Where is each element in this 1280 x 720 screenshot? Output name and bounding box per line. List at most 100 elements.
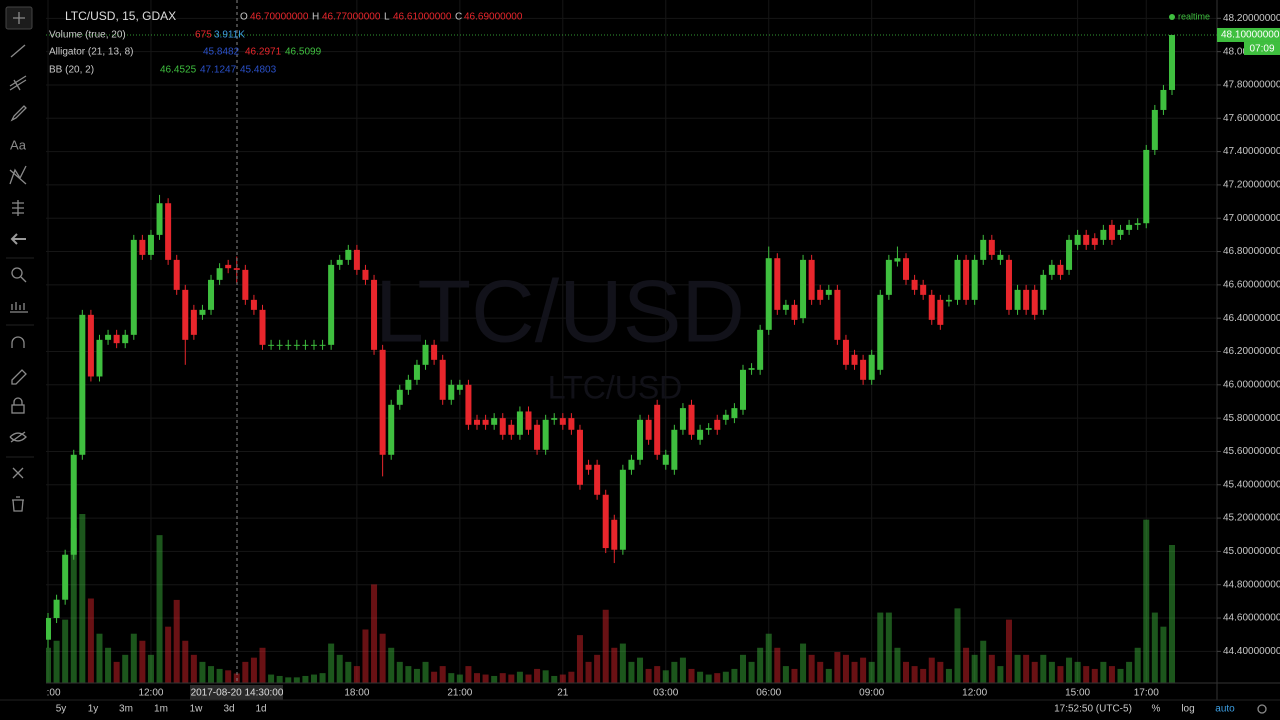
candle-body [431,344,438,360]
candle-body [105,334,112,340]
volume-bar [431,671,438,683]
volume-bar [413,668,420,683]
y-tick-label: 47.40000000 [1223,146,1280,157]
ohlc-value: 46.77000000 [322,12,381,23]
volume-bar [508,674,515,683]
timeframe-button[interactable]: 1d [255,704,266,715]
tool-magnet[interactable] [11,336,25,348]
volume-bar [860,657,867,683]
x-tick-label: 09:00 [859,688,884,699]
indicator-name[interactable]: Alligator (21, 13, 8) [49,47,134,58]
tool-remove[interactable] [12,496,24,512]
candle-body [482,419,489,425]
candle-body [113,334,120,344]
tool-zoom[interactable] [11,267,23,279]
volume-bar [739,654,746,683]
timeframe-button[interactable]: 3m [119,704,133,715]
settings-icon[interactable] [1257,704,1267,714]
candle-body [654,404,661,455]
indicator-name[interactable]: BB (20, 2) [49,65,94,76]
auto-toggle[interactable]: auto [1215,704,1235,715]
candle-body [842,339,849,365]
volume-bar [1134,647,1141,683]
candle-body [731,408,738,419]
candle-body [310,344,317,346]
volume-bar [688,668,695,683]
timeframe-button[interactable]: 1m [154,704,168,715]
volume-bar [379,633,386,683]
realtime-label: realtime [1178,11,1210,21]
timeframe-button[interactable]: 1w [190,704,204,715]
tool-pattern[interactable] [9,165,27,185]
volume-bar [748,661,755,683]
candle-body [147,234,154,255]
candle-body [988,239,995,255]
volume-bar [1005,619,1012,683]
candle-body [1014,289,1021,310]
volume-bar [534,668,541,683]
volume-bar [182,640,189,683]
volume-bar [336,654,343,683]
candle-body [1134,223,1141,225]
candle-body [551,418,558,420]
tool-measure[interactable] [10,302,28,313]
symbol-title[interactable]: LTC/USD, 15, GDAX [65,9,176,23]
candle-body [714,419,721,430]
candle-body [276,344,283,346]
candle-body [328,264,335,345]
candle-body [594,464,601,495]
candle-body [894,258,901,262]
tool-text[interactable]: Aa [10,137,27,152]
y-tick-label: 45.20000000 [1223,513,1280,524]
volume-bar [568,671,575,683]
volume-bar [345,661,352,683]
tool-fib[interactable] [9,75,27,91]
candle-body [1040,274,1047,310]
crosshair-time: 2017-08-20 14:30:00 [191,688,284,699]
tool-hide[interactable] [9,431,27,443]
candle-body [87,314,94,377]
tool-settings[interactable] [12,467,24,479]
indicator-name[interactable]: Volume (true, 20) [49,30,126,41]
candle-body [242,269,249,300]
candle-body [208,279,215,310]
x-tick-label: 06:00 [756,688,781,699]
log-toggle[interactable]: log [1181,704,1194,715]
candle-body [765,258,772,330]
y-tick-label: 46.00000000 [1223,379,1280,390]
tool-stay-drawing[interactable] [11,369,27,385]
candle-body [422,344,429,365]
volume-bar [868,661,875,683]
timeframe-button[interactable]: 1y [88,704,99,715]
realtime-dot [1169,14,1175,20]
tool-zoom-handle [20,276,27,283]
y-tick-label: 46.40000000 [1223,313,1280,324]
tool-prediction[interactable] [12,200,24,216]
y-tick-label: 45.60000000 [1223,446,1280,457]
candle-body [705,428,712,430]
volume-bar [920,668,927,683]
volume-bar [731,668,738,683]
tool-back[interactable] [10,233,26,245]
tool-lock[interactable] [11,404,25,414]
volume-bar [474,673,481,683]
volume-bar [319,673,326,683]
volume-bar [516,671,523,683]
volume-bar [105,647,112,683]
timeframe-button[interactable]: 5y [56,704,67,715]
tool-line[interactable] [10,44,26,58]
timeframe-button[interactable]: 3d [223,704,234,715]
candle-body [774,258,781,310]
percent-toggle[interactable]: % [1152,704,1161,715]
y-tick-label: 47.60000000 [1223,113,1280,124]
candle-body [1168,34,1176,90]
candle-body [508,424,515,435]
volume-bar [662,670,669,683]
volume-bar [225,670,232,683]
candle-body [1108,224,1115,240]
candle-body [885,259,892,295]
volume-bar [817,661,824,683]
tool-brush[interactable] [10,105,27,122]
volume-bar [302,675,309,683]
